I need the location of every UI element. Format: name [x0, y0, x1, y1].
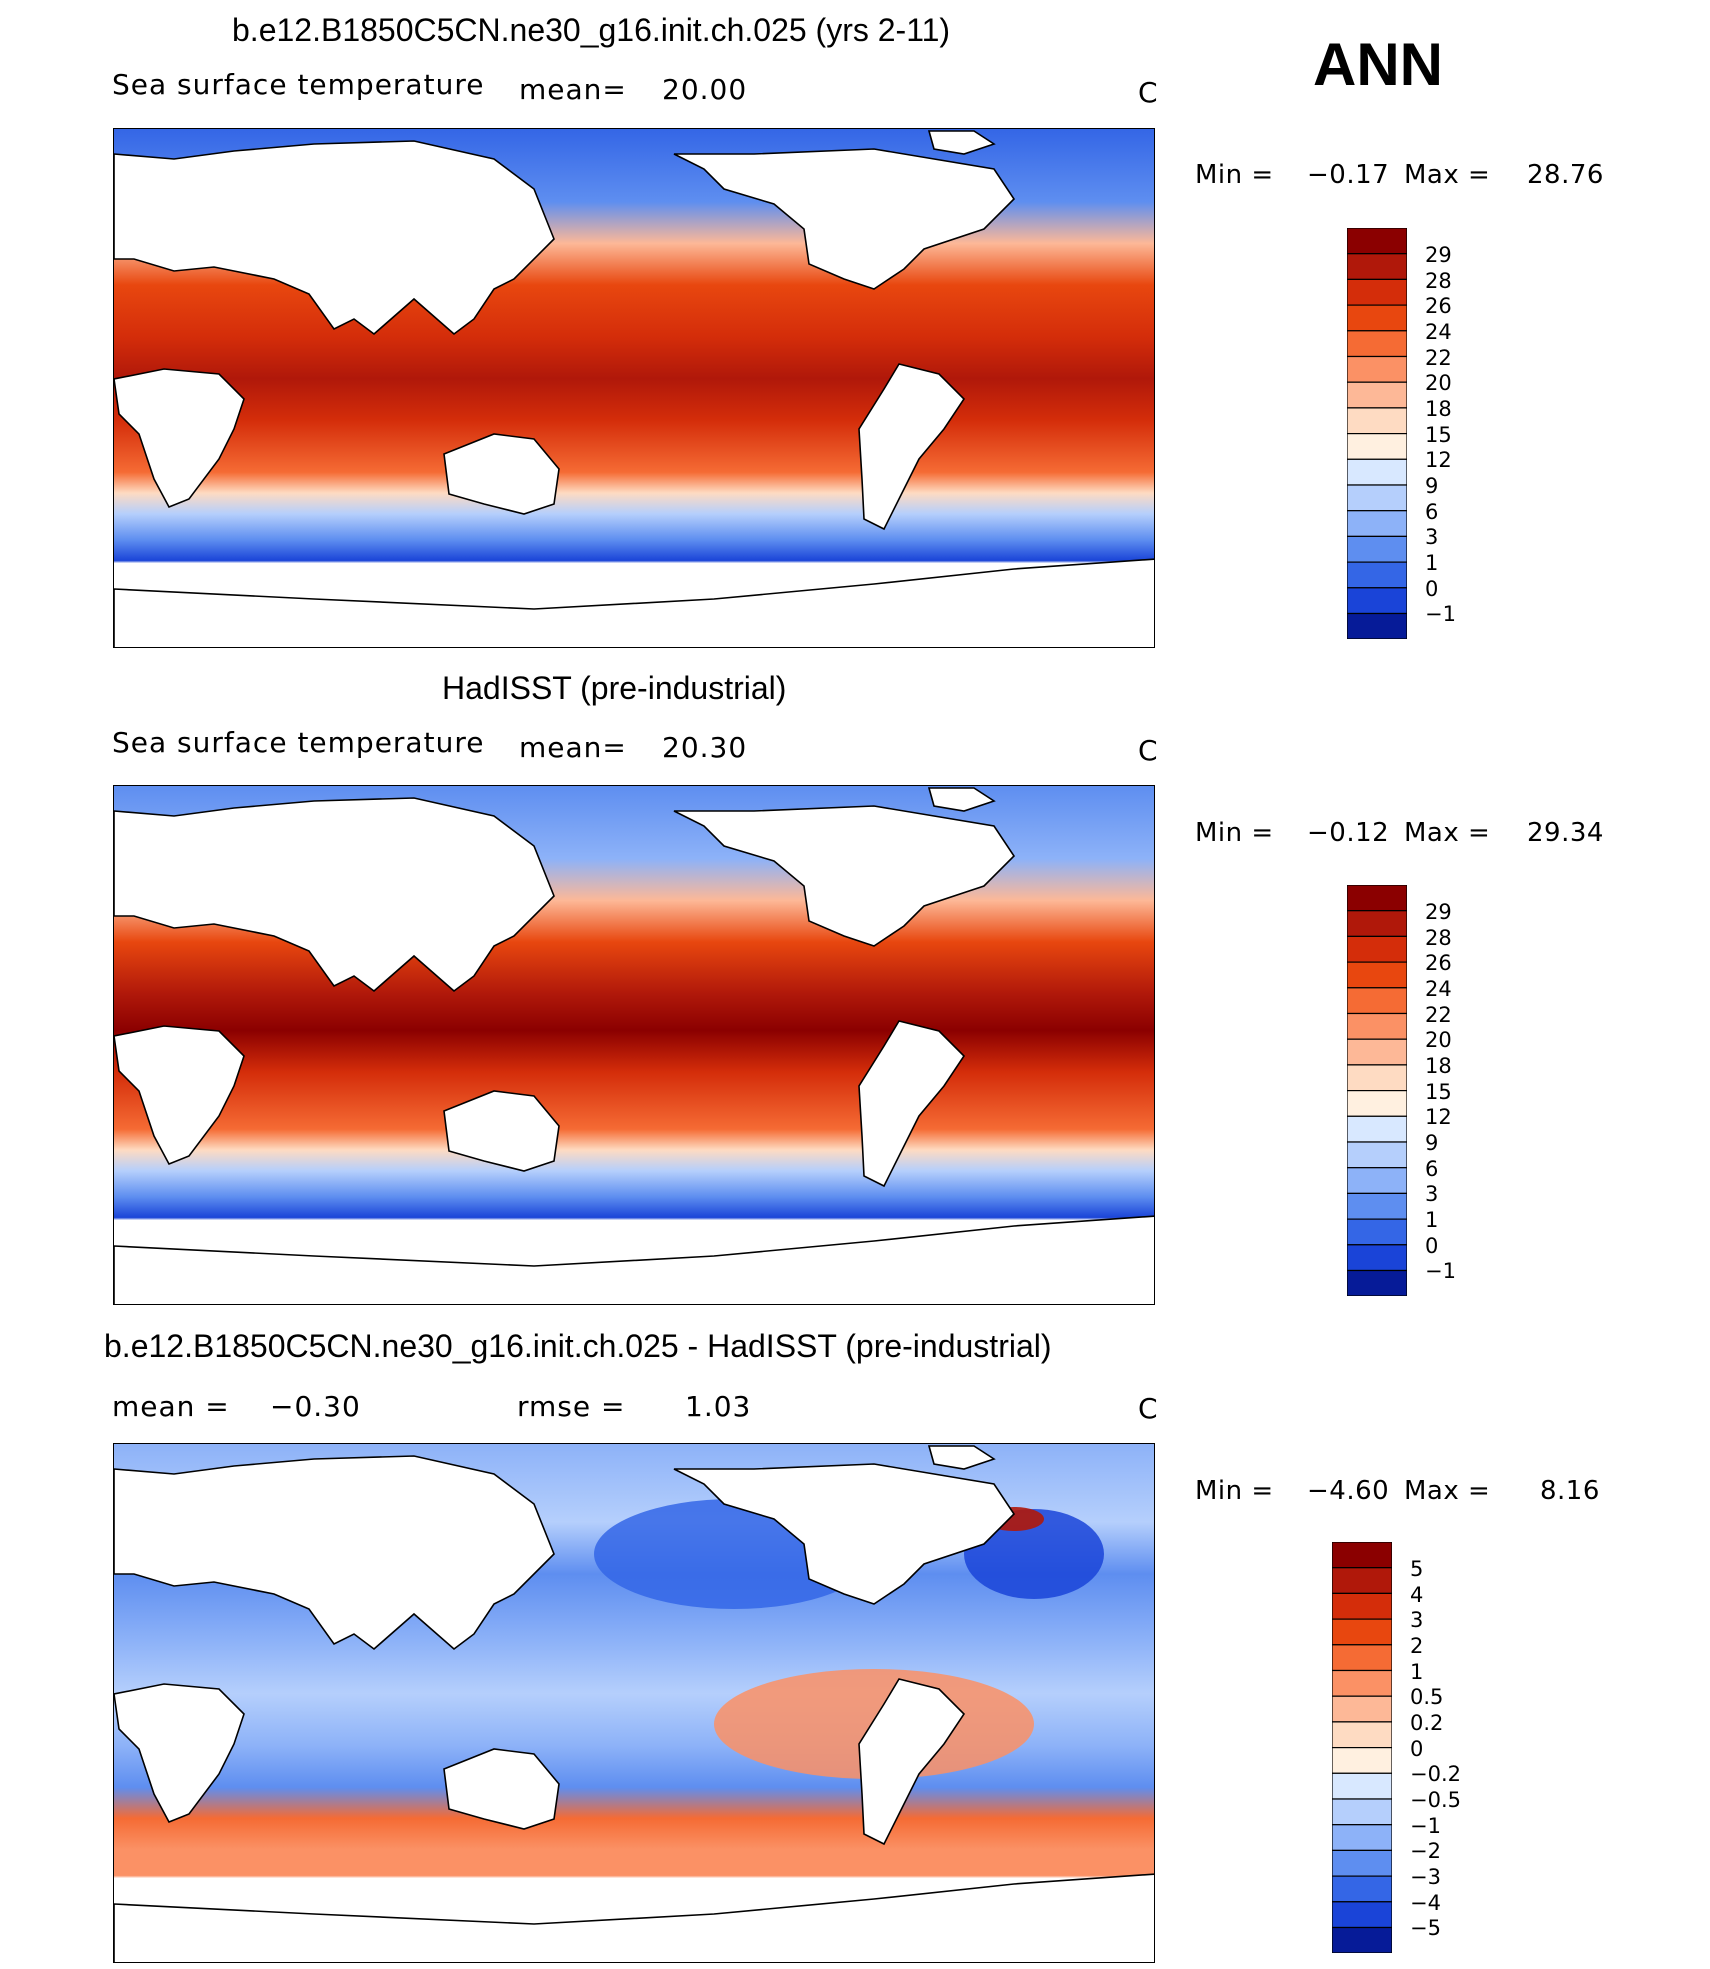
- season-label: ANN: [1313, 31, 1443, 98]
- colorbar-label: 12: [1425, 1105, 1452, 1129]
- units-label: C: [1138, 76, 1159, 109]
- colorbar-label: −1: [1410, 1814, 1441, 1838]
- colorbar-svg: [1331, 1541, 1393, 1954]
- continents: [114, 130, 1154, 647]
- units-label: C: [1138, 734, 1159, 767]
- colorbar-label: 24: [1425, 320, 1452, 344]
- colorbar-label: 0: [1425, 1234, 1439, 1258]
- colorbar-label: 28: [1425, 926, 1452, 950]
- min-value: −4.60: [1307, 1476, 1390, 1506]
- colorbar-label: 5: [1410, 1557, 1424, 1581]
- colorbar-label: −1: [1425, 602, 1456, 626]
- map-svg: [114, 1444, 1154, 1962]
- colorbar-label: 2: [1410, 1634, 1424, 1658]
- panel-title: HadISST (pre-industrial): [442, 670, 787, 706]
- mean-value: 20.30: [662, 731, 748, 764]
- colorbar-label: 22: [1425, 1003, 1452, 1027]
- colorbar-label: 1: [1425, 1208, 1439, 1232]
- max-value: 29.34: [1527, 818, 1604, 848]
- colorbar-svg: [1346, 884, 1408, 1297]
- colorbar-label: 0: [1410, 1737, 1424, 1761]
- colorbar-label: 12: [1425, 448, 1452, 472]
- colorbar-label: 9: [1425, 1131, 1439, 1155]
- colorbar-label: 18: [1425, 397, 1452, 421]
- colorbar-obs: 29 28 26 24 22 20 18 15 12 9 6 3 1 0 −1: [1346, 884, 1456, 1301]
- rmse-label: rmse =: [517, 1390, 626, 1423]
- mean-label: mean=: [519, 73, 627, 106]
- colorbar-label: 0: [1425, 577, 1439, 601]
- colorbar-label: −0.5: [1410, 1788, 1461, 1812]
- colorbar-label: 15: [1425, 1080, 1452, 1104]
- anomaly-region: [964, 1509, 1104, 1599]
- units-label: C: [1138, 1392, 1159, 1425]
- continents: [114, 787, 1154, 1304]
- max-label: Max =: [1404, 160, 1491, 190]
- colorbar-label: −0.2: [1410, 1762, 1461, 1786]
- colorbar-label: 1: [1410, 1660, 1424, 1684]
- rmse-value: 1.03: [685, 1390, 752, 1423]
- colorbar-label: −3: [1410, 1865, 1441, 1889]
- colorbar-label: 28: [1425, 269, 1452, 293]
- colorbar-label: 6: [1425, 1157, 1439, 1181]
- colorbar-label: 1: [1425, 551, 1439, 575]
- colorbar-label: 6: [1425, 500, 1439, 524]
- colorbar-label: −2: [1410, 1839, 1441, 1863]
- mean-label: mean=: [519, 731, 627, 764]
- min-label: Min =: [1195, 160, 1274, 190]
- colorbar-diff: 5 4 3 2 1 0.5 0.2 0 −0.2 −0.5 −1 −2 −3 −…: [1331, 1541, 1461, 1958]
- max-label: Max =: [1404, 818, 1491, 848]
- colorbar-label: 22: [1425, 346, 1452, 370]
- colorbar-label: 29: [1425, 243, 1452, 267]
- colorbar-label: −4: [1410, 1891, 1441, 1915]
- min-label: Min =: [1195, 818, 1274, 848]
- panel-title: b.e12.B1850C5CN.ne30_g16.init.ch.025 (yr…: [232, 12, 951, 48]
- map-diff: [113, 1443, 1155, 1963]
- max-value: 8.16: [1540, 1476, 1600, 1506]
- colorbar-label: 4: [1410, 1583, 1424, 1607]
- map-model: [113, 128, 1155, 648]
- continents: [114, 1445, 1154, 1962]
- colorbar-label: 18: [1425, 1054, 1452, 1078]
- colorbar-label: 3: [1410, 1608, 1424, 1632]
- min-label: Min =: [1195, 1476, 1274, 1506]
- colorbar-label: 15: [1425, 423, 1452, 447]
- colorbar-label: 3: [1425, 1182, 1439, 1206]
- colorbar-label: 3: [1425, 525, 1439, 549]
- mean-value: −0.30: [270, 1390, 361, 1423]
- min-value: −0.12: [1307, 818, 1390, 848]
- colorbar-label: 0.5: [1410, 1685, 1444, 1709]
- variable-label: Sea surface temperature: [112, 726, 485, 759]
- colorbar-label: 29: [1425, 900, 1452, 924]
- mean-value: 20.00: [662, 73, 748, 106]
- map-svg: [114, 786, 1154, 1304]
- colorbar-label: 20: [1425, 371, 1452, 395]
- colorbar-model: 29 28 26 24 22 20 18 15 12 9 6 3 1 0 −1: [1346, 227, 1456, 644]
- colorbar-label: −5: [1410, 1916, 1441, 1940]
- max-label: Max =: [1404, 1476, 1491, 1506]
- colorbar-label: 26: [1425, 951, 1452, 975]
- map-obs: [113, 785, 1155, 1305]
- map-svg: [114, 129, 1154, 647]
- max-value: 28.76: [1527, 160, 1604, 190]
- colorbar-label: 9: [1425, 474, 1439, 498]
- colorbar-label: 20: [1425, 1028, 1452, 1052]
- panel-title: b.e12.B1850C5CN.ne30_g16.init.ch.025 - H…: [104, 1328, 1052, 1364]
- min-value: −0.17: [1307, 160, 1390, 190]
- colorbar-label: 0.2: [1410, 1711, 1444, 1735]
- colorbar-label: 26: [1425, 294, 1452, 318]
- mean-label: mean =: [112, 1390, 230, 1423]
- colorbar-svg: [1346, 227, 1408, 640]
- colorbar-label: −1: [1425, 1259, 1456, 1283]
- colorbar-label: 24: [1425, 977, 1452, 1001]
- variable-label: Sea surface temperature: [112, 68, 485, 101]
